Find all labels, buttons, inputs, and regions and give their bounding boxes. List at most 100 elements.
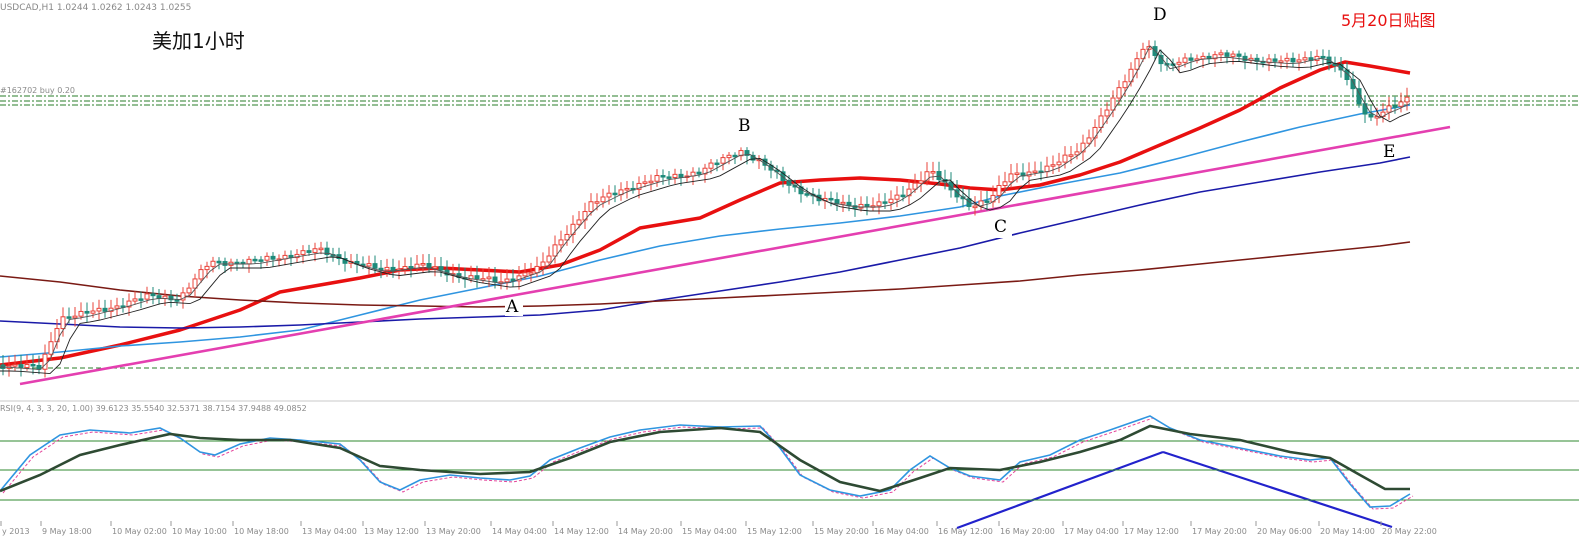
candle-body [1296, 59, 1302, 63]
candle-body [270, 255, 276, 260]
order-line-label: #162702 buy 0.20 [0, 86, 75, 95]
candle-body [174, 299, 180, 302]
candle-body [24, 363, 30, 369]
candle-body [168, 295, 174, 301]
time-tick-label: 13 May 20:00 [426, 527, 481, 536]
candle-body [1278, 60, 1284, 63]
trend-line [1162, 450, 1393, 529]
candle-body [1200, 55, 1206, 60]
candle-body [234, 261, 240, 265]
candle-body [738, 150, 744, 157]
candle-body [1056, 161, 1062, 166]
candle-body [210, 260, 216, 267]
candle-body [1110, 97, 1116, 111]
candle-body [1404, 96, 1410, 103]
candle-body [198, 269, 204, 280]
candle-body [48, 341, 54, 355]
moving-averages [0, 60, 1411, 367]
candle-body [1392, 105, 1398, 108]
candle-body [720, 157, 726, 164]
time-tick-label: 13 May 12:00 [364, 527, 419, 536]
candle-body [504, 278, 510, 283]
point-label-a: A [505, 297, 519, 317]
candle-body [1098, 115, 1104, 128]
chart-title: 美加1小时 [152, 29, 245, 53]
candle-body [744, 150, 750, 156]
candle-body [132, 298, 138, 302]
candle-body [1398, 101, 1404, 107]
candle-body [642, 181, 648, 184]
rsi-slow-line [0, 424, 1410, 493]
candle-body [12, 364, 18, 367]
candle-body [894, 194, 900, 200]
candle-body [804, 193, 810, 196]
time-tick-label: y 2013 [2, 527, 30, 536]
candle-body [906, 188, 912, 197]
candle-body [948, 181, 954, 191]
time-tick-label: 20 May 22:00 [1382, 527, 1437, 536]
time-tick-label: 14 May 04:00 [492, 527, 547, 536]
candle-body [222, 261, 228, 266]
candle-body [1284, 57, 1290, 62]
candle-body [1224, 52, 1230, 57]
candle-body [180, 292, 186, 301]
time-tick-label: 20 May 14:00 [1320, 527, 1375, 536]
rsi-indicator [0, 415, 1579, 510]
candle-body [1320, 55, 1326, 59]
post-date: 5月20日贴图 [1341, 11, 1436, 30]
time-tick-label: 14 May 20:00 [618, 527, 673, 536]
fast-average-line [0, 45, 1411, 371]
candle-body [654, 175, 660, 182]
candle-body [558, 239, 564, 246]
candle-body [666, 176, 672, 179]
candle-body [72, 315, 78, 319]
candle-body [552, 244, 558, 257]
moving-average-line [0, 156, 1411, 329]
candle-body [126, 300, 132, 308]
candle-body [1254, 57, 1260, 62]
candle-body [882, 201, 888, 204]
candle-body [984, 200, 990, 203]
candle-body [372, 263, 378, 269]
time-tick-label: 17 May 20:00 [1192, 527, 1247, 536]
symbol-info: USDCAD,H1 1.0244 1.0262 1.0243 1.0255 [0, 3, 191, 13]
candle-body [1350, 78, 1356, 90]
candle-body [660, 175, 666, 178]
candle-body [864, 203, 870, 207]
candle-body [714, 162, 720, 166]
candle-body [1218, 52, 1224, 56]
candle-body [312, 248, 318, 253]
candle-body [1002, 181, 1008, 186]
candle-body [1122, 81, 1128, 89]
candle-body [150, 293, 156, 297]
candle-body [246, 258, 252, 265]
rsi-label: RSI(9, 4, 3, 3, 20, 1.00) 39.6123 35.554… [0, 404, 307, 413]
candle-body [954, 189, 960, 198]
candle-body [1140, 48, 1146, 60]
time-tick-label: 9 May 18:00 [42, 527, 92, 536]
candle-body [900, 194, 906, 198]
candle-body [1236, 53, 1242, 57]
candle-body [408, 266, 414, 270]
trend-line [956, 450, 1164, 530]
time-tick-label: 15 May 04:00 [682, 527, 737, 536]
candle-body [66, 316, 72, 319]
date-box [1332, 8, 1490, 34]
time-tick-label: 15 May 12:00 [747, 527, 802, 536]
trend-line [19, 125, 1451, 386]
moving-average-line [0, 241, 1411, 308]
candle-body [1086, 137, 1092, 144]
candle-body [318, 247, 324, 251]
candle-body [606, 192, 612, 198]
candle-body [78, 310, 84, 317]
candle-body [780, 171, 786, 182]
candle-body [588, 201, 594, 213]
candle-body [186, 287, 192, 294]
candle-body [534, 265, 540, 274]
candle-body [402, 266, 408, 270]
candle-body [204, 265, 210, 271]
candle-body [1134, 58, 1140, 70]
time-tick-label: 16 May 04:00 [874, 527, 929, 536]
